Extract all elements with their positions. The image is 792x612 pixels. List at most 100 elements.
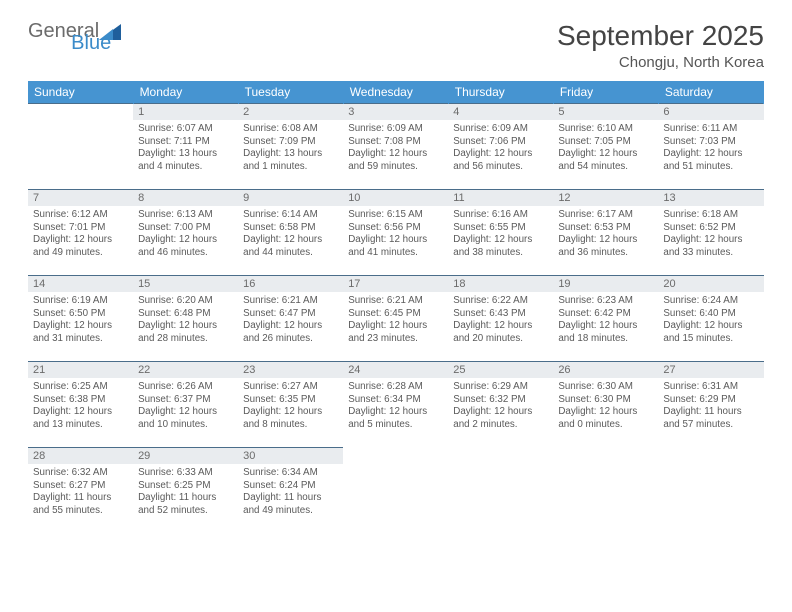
calendar-week-row: 28Sunrise: 6:32 AMSunset: 6:27 PMDayligh… <box>28 448 764 534</box>
sunset-text: Sunset: 6:35 PM <box>243 394 338 407</box>
cell-body: Sunrise: 6:09 AMSunset: 7:08 PMDaylight:… <box>343 120 448 176</box>
day-number: 1 <box>133 104 238 120</box>
calendar-cell: 5Sunrise: 6:10 AMSunset: 7:05 PMDaylight… <box>553 104 658 190</box>
daylight2-text: and 44 minutes. <box>243 247 338 260</box>
day-number: 18 <box>448 276 553 292</box>
cell-body: Sunrise: 6:28 AMSunset: 6:34 PMDaylight:… <box>343 378 448 434</box>
day-number: 25 <box>448 362 553 378</box>
calendar-cell: 22Sunrise: 6:26 AMSunset: 6:37 PMDayligh… <box>133 362 238 448</box>
day-number: 19 <box>553 276 658 292</box>
sunset-text: Sunset: 6:32 PM <box>453 394 548 407</box>
calendar-cell: 12Sunrise: 6:17 AMSunset: 6:53 PMDayligh… <box>553 190 658 276</box>
daylight2-text: and 49 minutes. <box>243 505 338 518</box>
sunset-text: Sunset: 6:25 PM <box>138 480 233 493</box>
daylight2-text: and 55 minutes. <box>33 505 128 518</box>
daylight2-text: and 33 minutes. <box>663 247 758 260</box>
sunset-text: Sunset: 6:38 PM <box>33 394 128 407</box>
daylight1-text: Daylight: 12 hours <box>243 234 338 247</box>
daylight2-text: and 18 minutes. <box>558 333 653 346</box>
day-number: 12 <box>553 190 658 206</box>
sunrise-text: Sunrise: 6:19 AM <box>33 295 128 308</box>
daylight1-text: Daylight: 12 hours <box>558 406 653 419</box>
cell-body: Sunrise: 6:21 AMSunset: 6:45 PMDaylight:… <box>343 292 448 348</box>
sunrise-text: Sunrise: 6:20 AM <box>138 295 233 308</box>
daylight1-text: Daylight: 11 hours <box>663 406 758 419</box>
calendar-cell: 9Sunrise: 6:14 AMSunset: 6:58 PMDaylight… <box>238 190 343 276</box>
calendar-cell: 15Sunrise: 6:20 AMSunset: 6:48 PMDayligh… <box>133 276 238 362</box>
day-number: 24 <box>343 362 448 378</box>
daylight2-text: and 1 minutes. <box>243 161 338 174</box>
cell-body: Sunrise: 6:25 AMSunset: 6:38 PMDaylight:… <box>28 378 133 434</box>
cell-body: Sunrise: 6:27 AMSunset: 6:35 PMDaylight:… <box>238 378 343 434</box>
weekday-header: Tuesday <box>238 81 343 104</box>
daylight1-text: Daylight: 12 hours <box>663 234 758 247</box>
day-number: 11 <box>448 190 553 206</box>
calendar-cell: 19 Sunrise: 6:23 AMSunset: 6:42 PMDayligh… <box>553 276 658 362</box>
daylight2-text: and 0 minutes. <box>558 419 653 432</box>
sunrise-text: Sunrise: 6:18 AM <box>663 209 758 222</box>
sunrise-text: Sunrise: 6:31 AM <box>663 381 758 394</box>
daylight2-text: and 28 minutes. <box>138 333 233 346</box>
calendar-cell: 24Sunrise: 6:28 AMSunset: 6:34 PMDayligh… <box>343 362 448 448</box>
cell-body: Sunrise: 6:09 AMSunset: 7:06 PMDaylight:… <box>448 120 553 176</box>
sunset-text: Sunset: 6:42 PM <box>558 308 653 321</box>
daylight2-text: and 57 minutes. <box>663 419 758 432</box>
calendar-cell: 16Sunrise: 6:21 AMSunset: 6:47 PMDayligh… <box>238 276 343 362</box>
brand-blue: Blue <box>71 32 111 55</box>
sunset-text: Sunset: 7:00 PM <box>138 222 233 235</box>
sunrise-text: Sunrise: 6:08 AM <box>243 123 338 136</box>
cell-body: Sunrise: 6:14 AMSunset: 6:58 PMDaylight:… <box>238 206 343 262</box>
sunrise-text: Sunrise: 6:07 AM <box>138 123 233 136</box>
calendar-cell: 13Sunrise: 6:18 AMSunset: 6:52 PMDayligh… <box>658 190 763 276</box>
sunrise-text: Sunrise: 6:15 AM <box>348 209 443 222</box>
sunrise-text: Sunrise: 6:11 AM <box>663 123 758 136</box>
cell-body: Sunrise: 6:19 AMSunset: 6:50 PMDaylight:… <box>28 292 133 348</box>
sunset-text: Sunset: 7:05 PM <box>558 136 653 149</box>
cell-body: Sunrise: 6:29 AMSunset: 6:32 PMDaylight:… <box>448 378 553 434</box>
calendar-cell: 21Sunrise: 6:25 AMSunset: 6:38 PMDayligh… <box>28 362 133 448</box>
sunrise-text: Sunrise: 6:28 AM <box>348 381 443 394</box>
daylight1-text: Daylight: 12 hours <box>453 234 548 247</box>
sunrise-text: Sunrise: 6:23 AM <box>558 295 653 308</box>
calendar-cell: 26Sunrise: 6:30 AMSunset: 6:30 PMDayligh… <box>553 362 658 448</box>
daylight1-text: Daylight: 12 hours <box>33 406 128 419</box>
header: General Blue September 2025 Chongju, Nor… <box>28 20 764 71</box>
daylight2-text: and 51 minutes. <box>663 161 758 174</box>
calendar-cell: 23Sunrise: 6:27 AMSunset: 6:35 PMDayligh… <box>238 362 343 448</box>
sunset-text: Sunset: 6:48 PM <box>138 308 233 321</box>
sunset-text: Sunset: 6:52 PM <box>663 222 758 235</box>
calendar-cell: 8Sunrise: 6:13 AMSunset: 7:00 PMDaylight… <box>133 190 238 276</box>
day-number: 30 <box>238 448 343 464</box>
calendar-cell: 25Sunrise: 6:29 AMSunset: 6:32 PMDayligh… <box>448 362 553 448</box>
sunrise-text: Sunrise: 6:16 AM <box>453 209 548 222</box>
day-number: 22 <box>133 362 238 378</box>
sunrise-text: Sunrise: 6:14 AM <box>243 209 338 222</box>
sunset-text: Sunset: 6:34 PM <box>348 394 443 407</box>
daylight1-text: Daylight: 12 hours <box>348 234 443 247</box>
daylight1-text: Daylight: 12 hours <box>558 320 653 333</box>
daylight2-text: and 31 minutes. <box>33 333 128 346</box>
daylight1-text: Daylight: 12 hours <box>558 148 653 161</box>
weekday-header: Wednesday <box>343 81 448 104</box>
day-number: 2 <box>238 104 343 120</box>
day-number: 26 <box>553 362 658 378</box>
sunrise-text: Sunrise: 6:10 AM <box>558 123 653 136</box>
sunset-text: Sunset: 7:06 PM <box>453 136 548 149</box>
day-number: 29 <box>133 448 238 464</box>
daylight1-text: Daylight: 12 hours <box>453 320 548 333</box>
cell-body: Sunrise: 6:18 AMSunset: 6:52 PMDaylight:… <box>658 206 763 262</box>
calendar-week-row: .1Sunrise: 6:07 AMSunset: 7:11 PMDayligh… <box>28 104 764 190</box>
calendar-cell: 30Sunrise: 6:34 AMSunset: 6:24 PMDayligh… <box>238 448 343 534</box>
weekday-header-row: Sunday Monday Tuesday Wednesday Thursday… <box>28 81 764 104</box>
sunrise-text: Sunrise: 6:29 AM <box>453 381 548 394</box>
daylight2-text: and 20 minutes. <box>453 333 548 346</box>
calendar-table: Sunday Monday Tuesday Wednesday Thursday… <box>28 81 764 534</box>
sunset-text: Sunset: 6:30 PM <box>558 394 653 407</box>
cell-body: Sunrise: 6:31 AMSunset: 6:29 PMDaylight:… <box>658 378 763 434</box>
daylight1-text: Daylight: 13 hours <box>138 148 233 161</box>
sunset-text: Sunset: 6:37 PM <box>138 394 233 407</box>
daylight2-text: and 4 minutes. <box>138 161 233 174</box>
daylight1-text: Daylight: 12 hours <box>663 148 758 161</box>
sunset-text: Sunset: 6:27 PM <box>33 480 128 493</box>
daylight1-text: Daylight: 11 hours <box>33 492 128 505</box>
